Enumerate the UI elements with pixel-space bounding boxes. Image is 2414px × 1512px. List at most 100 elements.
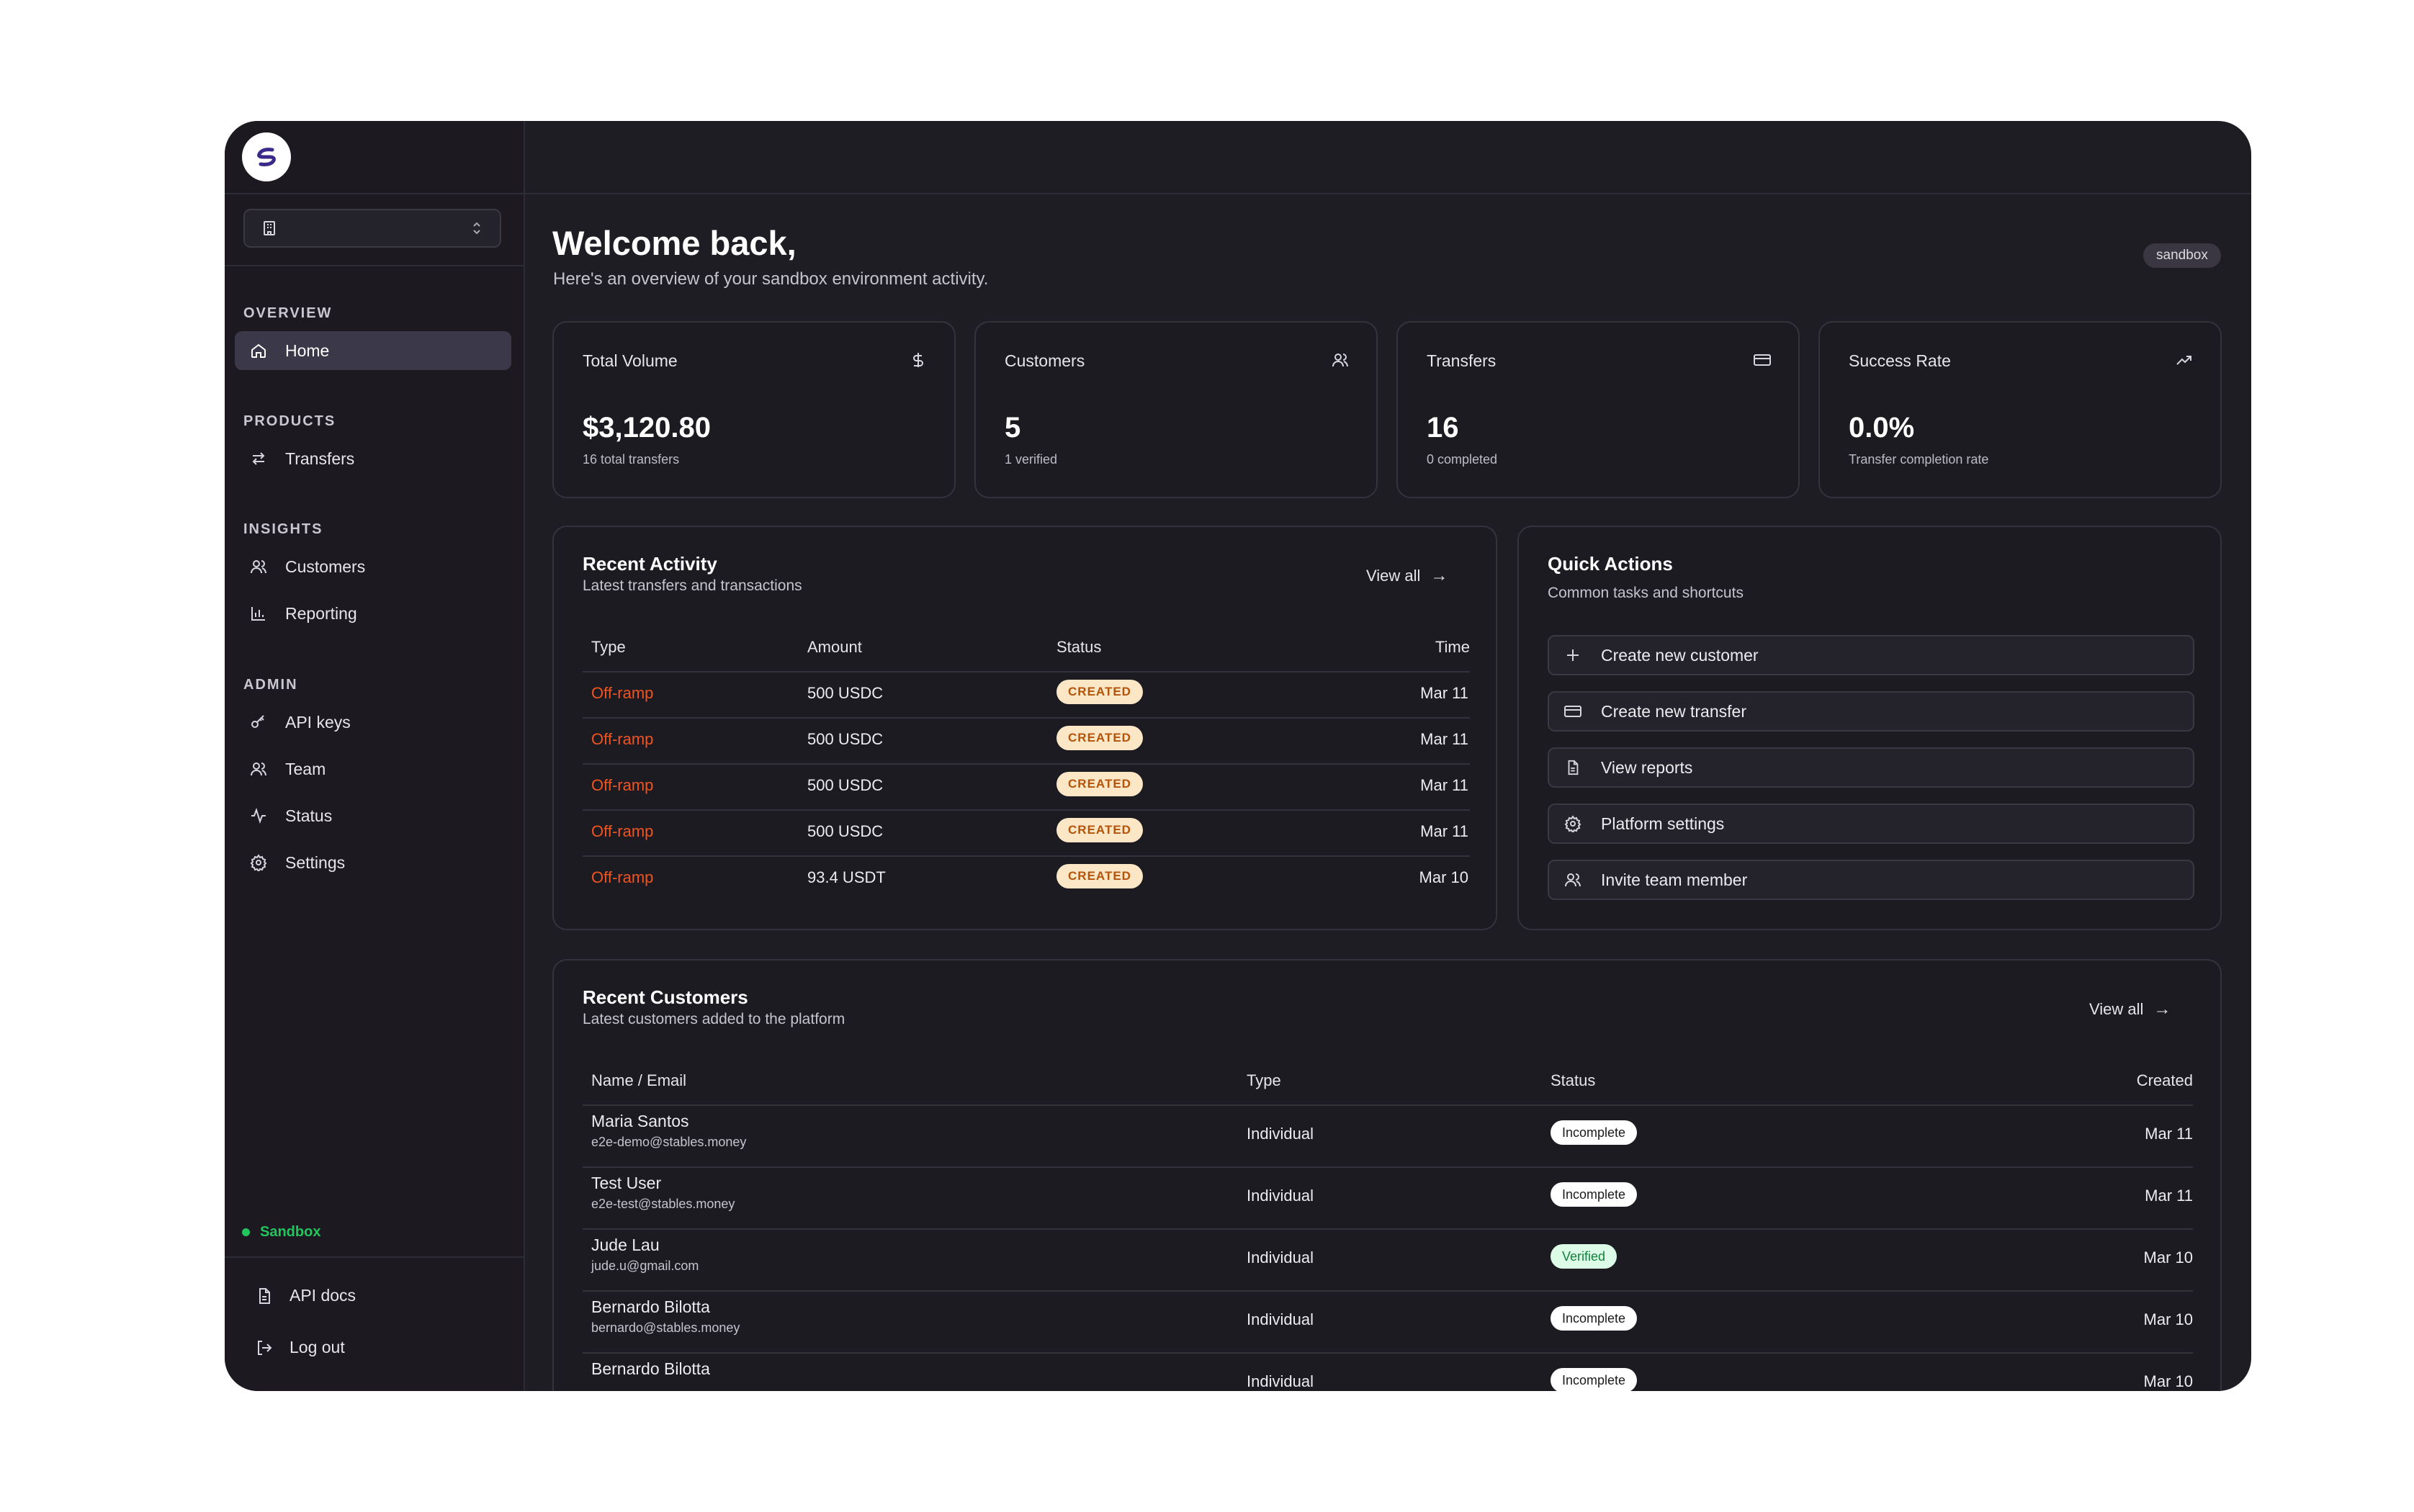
nav-section-insights: INSIGHTS bbox=[243, 521, 323, 537]
status-badge: CREATED bbox=[1056, 772, 1143, 796]
customer-created: Mar 11 bbox=[2145, 1125, 2193, 1143]
cell-amount: 500 USDC bbox=[807, 776, 884, 794]
divider bbox=[583, 1352, 2193, 1354]
key-icon bbox=[249, 713, 268, 732]
divider bbox=[583, 1290, 2193, 1292]
top-bar bbox=[525, 121, 2251, 194]
sidebar-item-reporting[interactable]: Reporting bbox=[235, 594, 511, 633]
card-title: Recent Customers bbox=[583, 986, 748, 1008]
cell-time: Mar 11 bbox=[1420, 684, 1468, 702]
cell-type: Off-ramp bbox=[591, 868, 654, 886]
divider bbox=[583, 717, 1470, 719]
customer-name: Jude Lau bbox=[591, 1236, 660, 1254]
stat-card-transfers: Transfers 16 0 completed bbox=[1396, 321, 1800, 498]
customer-type: Individual bbox=[1247, 1187, 1314, 1205]
users-icon bbox=[1563, 870, 1582, 889]
trending-up-icon bbox=[2174, 350, 2194, 370]
document-icon bbox=[1563, 758, 1582, 777]
button-label: Create new customer bbox=[1601, 645, 1759, 665]
customer-email: e2e-test@stables.money bbox=[591, 1197, 735, 1211]
divider bbox=[583, 1228, 2193, 1230]
column-header-type: Type bbox=[1247, 1071, 1281, 1089]
customer-email: e2e-demo@stables.money bbox=[591, 1135, 747, 1149]
sidebar-item-label: Home bbox=[285, 341, 330, 360]
customer-type: Individual bbox=[1247, 1372, 1314, 1390]
status-dot bbox=[242, 1228, 250, 1236]
customer-name: Test User bbox=[591, 1174, 662, 1192]
logout-button[interactable]: Log out bbox=[255, 1338, 345, 1357]
column-header-amount: Amount bbox=[807, 638, 862, 656]
card-subtitle: Latest transfers and transactions bbox=[583, 577, 802, 594]
cell-amount: 500 USDC bbox=[807, 684, 884, 702]
customer-email: bernardo@stables.money bbox=[591, 1320, 740, 1335]
divider bbox=[583, 671, 1470, 672]
recent-activity-card: Recent Activity Latest transfers and tra… bbox=[552, 526, 1497, 930]
cell-type: Off-ramp bbox=[591, 730, 654, 748]
stat-subtext: 0 completed bbox=[1427, 452, 1498, 467]
invite-team-member-button[interactable]: Invite team member bbox=[1548, 860, 2194, 900]
create-customer-button[interactable]: Create new customer bbox=[1548, 635, 2194, 675]
sidebar-item-home[interactable]: Home bbox=[235, 331, 511, 370]
sidebar-item-settings[interactable]: Settings bbox=[235, 843, 511, 882]
customer-email: jude.u@gmail.com bbox=[591, 1259, 699, 1273]
cell-time: Mar 11 bbox=[1420, 730, 1468, 748]
view-all-label: View all bbox=[2089, 1000, 2144, 1018]
divider bbox=[225, 265, 524, 266]
nav-section-overview: OVERVIEW bbox=[243, 305, 333, 321]
dollar-icon bbox=[908, 350, 928, 370]
users-icon bbox=[249, 760, 268, 778]
column-header-created: Created bbox=[2136, 1071, 2193, 1089]
transfers-icon bbox=[249, 449, 268, 468]
card-subtitle: Latest customers added to the platform bbox=[583, 1011, 845, 1027]
sidebar-item-team[interactable]: Team bbox=[235, 750, 511, 788]
button-label: Create new transfer bbox=[1601, 701, 1746, 721]
cell-time: Mar 11 bbox=[1420, 776, 1468, 794]
customer-name: Bernardo Bilotta bbox=[591, 1359, 710, 1378]
button-label: Invite team member bbox=[1601, 870, 1748, 889]
button-label: Platform settings bbox=[1601, 814, 1725, 833]
bar-chart-icon bbox=[249, 604, 268, 623]
logout-icon bbox=[255, 1338, 274, 1357]
stat-label: Success Rate bbox=[1849, 351, 1951, 370]
divider bbox=[583, 809, 1470, 811]
stat-card-success-rate: Success Rate 0.0% Transfer completion ra… bbox=[1818, 321, 2222, 498]
status-badge: CREATED bbox=[1056, 864, 1143, 888]
status-badge: CREATED bbox=[1056, 680, 1143, 704]
logout-label: Log out bbox=[290, 1338, 345, 1356]
sidebar-item-customers[interactable]: Customers bbox=[235, 547, 511, 586]
sidebar-item-transfers[interactable]: Transfers bbox=[235, 439, 511, 478]
divider bbox=[225, 1256, 524, 1258]
status-badge: CREATED bbox=[1056, 726, 1143, 750]
gear-icon bbox=[1563, 814, 1582, 833]
customer-created: Mar 10 bbox=[2143, 1372, 2193, 1390]
home-icon bbox=[249, 341, 268, 360]
status-badge: CREATED bbox=[1056, 818, 1143, 842]
status-badge: Incomplete bbox=[1551, 1306, 1638, 1331]
sidebar-item-status[interactable]: Status bbox=[235, 796, 511, 835]
gear-icon bbox=[249, 853, 268, 872]
api-docs-link[interactable]: API docs bbox=[255, 1286, 356, 1305]
view-reports-button[interactable]: View reports bbox=[1548, 747, 2194, 788]
sidebar-item-label: Reporting bbox=[285, 603, 357, 623]
create-transfer-button[interactable]: Create new transfer bbox=[1548, 691, 2194, 732]
recent-customers-card: Recent Customers Latest customers added … bbox=[552, 959, 2222, 1391]
organization-select[interactable] bbox=[243, 209, 501, 248]
view-all-label: View all bbox=[1366, 567, 1421, 585]
sidebar-item-api-keys[interactable]: API keys bbox=[235, 703, 511, 742]
view-all-activity-link[interactable]: View all → bbox=[1366, 566, 1448, 586]
arrow-right-icon: → bbox=[2153, 999, 2171, 1019]
sidebar-item-label: Transfers bbox=[285, 449, 355, 468]
stat-value: 5 bbox=[1005, 412, 1021, 444]
sidebar-item-label: Customers bbox=[285, 557, 366, 576]
divider bbox=[583, 855, 1470, 857]
customer-type: Individual bbox=[1247, 1310, 1314, 1328]
customer-name: Bernardo Bilotta bbox=[591, 1297, 710, 1316]
divider bbox=[583, 1166, 2193, 1168]
brand-logo[interactable] bbox=[242, 132, 291, 181]
cell-amount: 500 USDC bbox=[807, 822, 884, 840]
sidebar-item-label: Team bbox=[285, 759, 326, 778]
platform-settings-button[interactable]: Platform settings bbox=[1548, 804, 2194, 844]
view-all-customers-link[interactable]: View all → bbox=[2089, 999, 2171, 1020]
activity-icon bbox=[249, 806, 268, 825]
cell-time: Mar 11 bbox=[1420, 822, 1468, 840]
